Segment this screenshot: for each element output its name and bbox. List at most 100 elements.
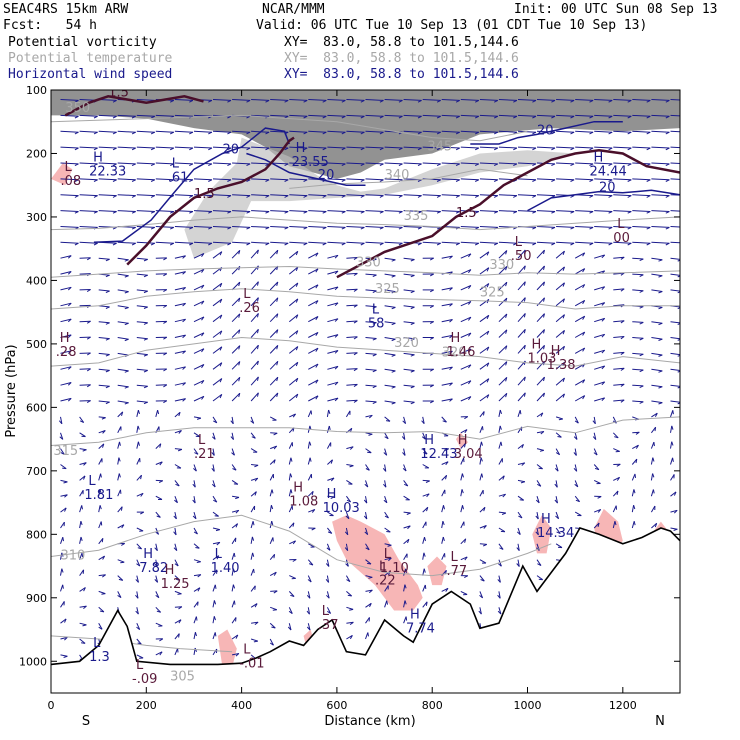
wind-vector-head [303,242,308,246]
wind-vector [231,552,235,560]
wind-vector [98,384,110,387]
wind-vector [174,255,186,259]
wind-vector-head [131,147,136,151]
wind-vector [98,590,106,595]
wind-vector-head [169,226,175,230]
wind-vector [556,130,575,133]
extremum-value: .22 [375,574,396,589]
wind-vector-head [620,320,625,324]
wind-vector [479,346,490,354]
wind-vector-head [562,330,565,335]
wind-vector-head [391,386,396,389]
wind-vector [346,446,354,450]
wind-vector-head [369,603,372,608]
wind-vector [307,490,314,497]
isentrope-label: 335 [404,209,429,224]
wind-vector [365,589,373,592]
wind-vector [441,416,447,423]
wind-vector-head [131,242,136,246]
extremum-marker: H [410,607,420,622]
wind-vector-head [543,376,545,382]
wind-vector-head [639,274,644,277]
wind-vector-head [665,211,670,214]
wind-vector [231,634,239,640]
wind-vector-head [455,115,460,119]
wind-vector-head [382,467,387,472]
wind-vector [632,400,644,403]
wind-vector-head [449,303,453,307]
wind-vector [155,226,174,228]
wind-vector [326,591,330,599]
wind-vector [193,379,205,386]
wind-vector-head [62,467,67,470]
wind-vector-head [105,274,110,278]
isentrope-label: 325 [375,282,400,297]
wind-vector-head [98,626,103,630]
wind-vector [346,606,354,610]
wind-vector [288,314,299,323]
wind-vector-head [169,147,175,151]
wind-vector [174,575,181,581]
wind-vector [307,441,310,449]
wind-vector-head [284,226,289,230]
extremum-marker: H [296,141,306,156]
wind-vector-head [235,509,240,514]
wind-vector-head [163,368,168,372]
wind-vector [193,348,205,354]
wind-vector-head [486,267,490,272]
wind-vector [498,146,517,149]
wind-vector [403,321,415,324]
wind-vector-head [383,483,387,488]
wind-vector-head [417,99,422,103]
wind-vector-head [589,163,594,167]
wind-vector-head [345,563,349,567]
wind-vector-head [505,250,508,255]
wind-vector-head [60,452,65,455]
wind-vector-head [178,430,182,434]
wind-vector-head [499,425,502,430]
wind-vector-head [407,539,410,544]
wind-vector [155,114,174,117]
wind-vector-head [322,131,327,135]
wind-vector [250,448,258,453]
wind-vector [670,441,673,449]
wind-vector-head [284,163,289,167]
wind-vector-head [124,307,129,310]
wind-vector-head [309,441,312,446]
x-tick-label: 800 [422,699,443,712]
wind-vector [136,337,148,340]
wind-vector [270,210,289,212]
wind-vector [212,541,220,545]
wind-vector [308,130,327,133]
wind-vector-head [67,382,72,386]
wind-vector-head [347,594,352,597]
wind-vector-head [174,499,178,504]
wind-vector [308,99,327,101]
wind-vector [327,226,346,228]
wind-vector [193,496,196,504]
wind-vector-head [326,547,331,551]
wind-vector [593,432,597,440]
wind-vector [251,178,270,181]
wind-vector [289,226,308,228]
wind-vector-head [131,211,136,214]
wind-vector [574,284,585,291]
wind-vector [269,281,279,291]
wind-vector-head [379,99,384,103]
wind-vector-head [551,226,556,230]
wind-vector [79,226,98,228]
wind-vector [212,210,232,212]
wind-vector-head [532,195,537,198]
wind-vector-head [551,163,556,167]
wind-vector-head [194,632,197,637]
wind-vector-head [322,163,327,167]
wind-vector-head [391,259,396,262]
wind-vector [60,334,72,338]
wind-vector-head [353,399,358,403]
wind-vector-head [135,594,139,599]
wind-vector [346,99,365,101]
wind-vector-head [505,282,508,287]
wind-vector [594,286,605,291]
wind-vector [574,379,585,386]
wind-vector-head [353,304,358,308]
